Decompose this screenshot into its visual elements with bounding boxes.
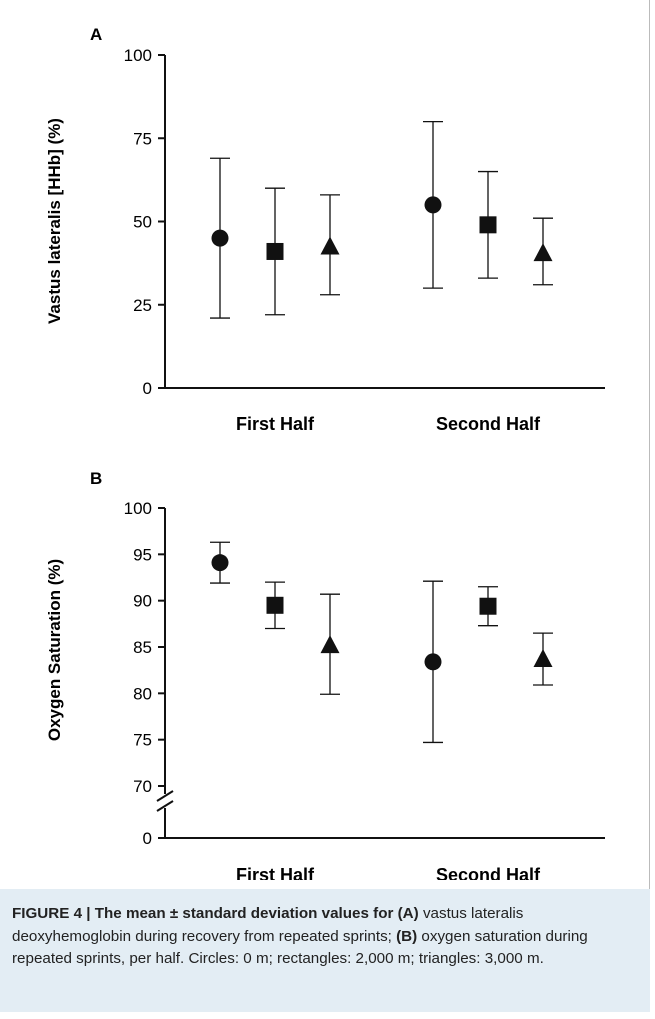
caption-label-a: (A) [397,905,419,922]
data-point-triangle [533,649,553,668]
panel-a: A 0 25 50 75 100 Vastus lateralis [HHb] (%) Fir… [45,25,605,434]
y-tick-label: 100 [124,46,152,65]
y-tick-label: 75 [133,129,152,148]
panel-label: B [90,469,102,488]
x-category-label: Second Half [436,414,541,434]
data-point-circle [211,229,229,247]
panel-label: A [90,25,102,44]
axis-break-mark [156,800,174,812]
y-tick-label: 75 [133,731,152,750]
figure-caption: FIGURE 4 | The mean ± standard deviation… [12,903,642,971]
data-point-square [479,216,497,234]
axis-break-mark [156,790,174,802]
y-tick-label: 100 [124,499,152,518]
caption-text-b: oxygen saturation during repeated sprint… [12,927,588,968]
data-point-triangle [533,243,553,262]
data-point-circle [424,196,442,214]
y-tick-label: 95 [133,545,152,564]
x-category-label: Second Half [436,865,541,880]
caption-background [0,889,650,1012]
y-axis-label: Oxygen Saturation (%) [45,559,64,741]
y-tick-label: 70 [133,777,152,796]
caption-label-b: (B) [396,927,418,945]
data-point-triangle [320,236,340,255]
figure-canvas: A 0 25 50 75 100 Vastus lateralis [HHb] (%) Fir… [45,25,605,880]
y-tick-label: 0 [143,829,152,848]
y-axis-label: Vastus lateralis [HHb] (%) [45,118,64,324]
y-tick-label: 90 [133,592,152,611]
y-tick-label: 50 [133,213,152,232]
data-point-circle [211,554,229,572]
y-tick-label: 85 [133,638,152,657]
data-point-square [266,242,284,260]
x-category-label: First Half [236,865,315,880]
panel-b: B 0 70 75 80 85 90 95 100 Oxygen Saturation (%) Fi… [45,469,605,880]
data-point-circle [424,653,442,671]
data-point-square [479,597,497,615]
y-tick-label: 25 [133,296,152,315]
x-category-label: First Half [236,414,315,434]
data-point-triangle [320,635,340,654]
y-tick-label: 80 [133,684,152,703]
data-point-square [266,596,284,614]
caption-lead: FIGURE 4 | The mean ± standard deviation… [12,905,398,922]
y-tick-label: 0 [143,379,152,398]
caption-text-a: vastus lateralis deoxyhemoglobin during … [12,905,524,945]
